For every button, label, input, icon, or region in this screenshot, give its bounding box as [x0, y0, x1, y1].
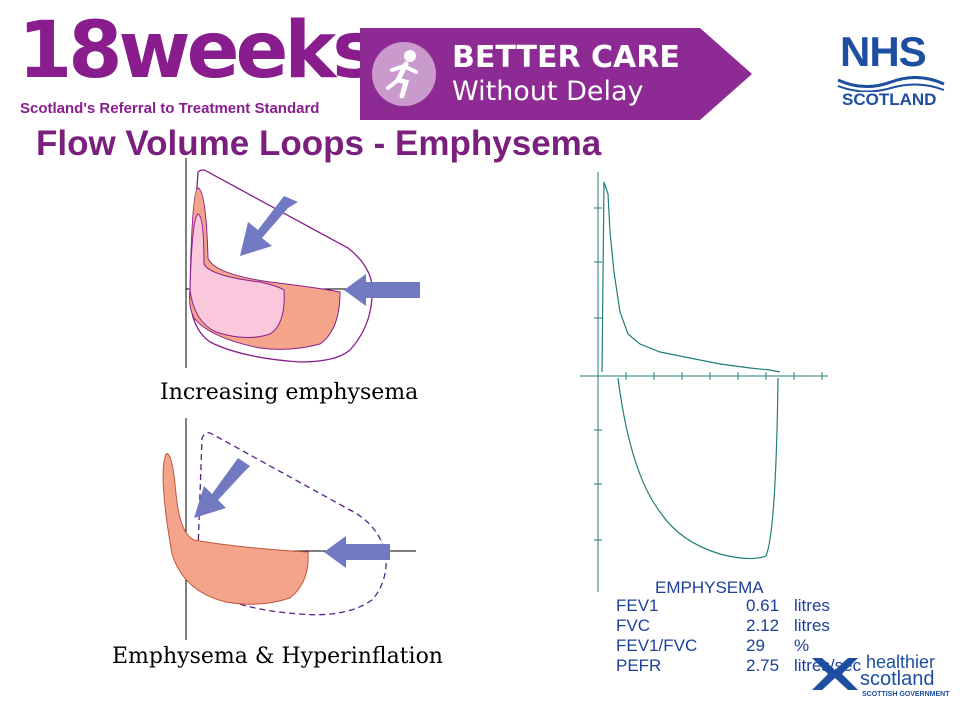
- normal-loop-dashed: [196, 432, 387, 616]
- stat-value: 2.12: [746, 616, 780, 635]
- nhs-scotland-logo: NHS SCOTLAND: [830, 28, 950, 118]
- hs-line-3: SCOTTISH GOVERNMENT: [862, 691, 950, 698]
- hyperinflated-emphysema-loop: [162, 453, 309, 605]
- banner-line-1: BETTER CARE: [452, 40, 680, 75]
- scoop-arrow-bottom: [194, 458, 250, 518]
- stat-unit: %: [794, 636, 810, 655]
- caption-increasing-emphysema: Increasing emphysema: [160, 380, 419, 405]
- increasing-emphysema-diagram: [185, 158, 420, 368]
- slide-title: Flow Volume Loops - Emphysema: [36, 124, 602, 163]
- banner-line-2: Without Delay: [452, 76, 644, 107]
- better-care-banner: BETTER CARE Without Delay: [360, 28, 752, 120]
- logo-tagline: Scotland's Referral to Treatment Standar…: [20, 100, 320, 117]
- nhs-scotland-text: SCOTLAND: [842, 90, 937, 109]
- stat-value: 29: [746, 636, 765, 655]
- stat-name: FVC: [616, 616, 650, 635]
- expiratory-trace: [601, 181, 781, 373]
- hs-line-2: scotland: [860, 668, 935, 690]
- 18weeks-logo: 18weeks Scotland's Referral to Treatment…: [18, 12, 379, 128]
- volume-arrow-bottom: [324, 536, 390, 568]
- spirometry-label: EMPHYSEMA: [655, 578, 764, 597]
- nhs-wordmark: NHS: [840, 28, 927, 75]
- normal-loop-outline: [189, 169, 374, 363]
- caption-emphysema-hyperinflation: Emphysema & Hyperinflation: [112, 644, 443, 669]
- axis-ticks: [594, 207, 823, 541]
- hyperinflation-diagram: [162, 418, 416, 640]
- volume-arrow-top: [344, 274, 420, 306]
- running-figure-icon: [372, 42, 436, 106]
- stat-name: FEV1/FVC: [616, 636, 698, 655]
- inspiratory-trace: [617, 377, 779, 560]
- scoop-arrow-top: [240, 196, 298, 256]
- stat-unit: litres: [794, 616, 830, 635]
- saltire-icon: [812, 658, 858, 690]
- stat-unit: litres: [794, 596, 830, 615]
- hs-line-1: healthier: [866, 652, 936, 672]
- saltire-waves-icon: [837, 76, 945, 92]
- stat-name: PEFR: [616, 656, 662, 675]
- banner-arrow-tip: [700, 28, 752, 120]
- stat-name: FEV1: [616, 596, 659, 615]
- stat-value: 2.75: [746, 656, 780, 675]
- healthier-scotland-logo: healthier scotland SCOTTISH GOVERNMENT: [808, 648, 956, 704]
- emphysema-spirometry-trace: [580, 172, 828, 592]
- mild-emphysema-loop: [189, 213, 285, 338]
- stat-value: 0.61: [746, 596, 780, 615]
- logo-18weeks-text: 18weeks: [18, 6, 379, 96]
